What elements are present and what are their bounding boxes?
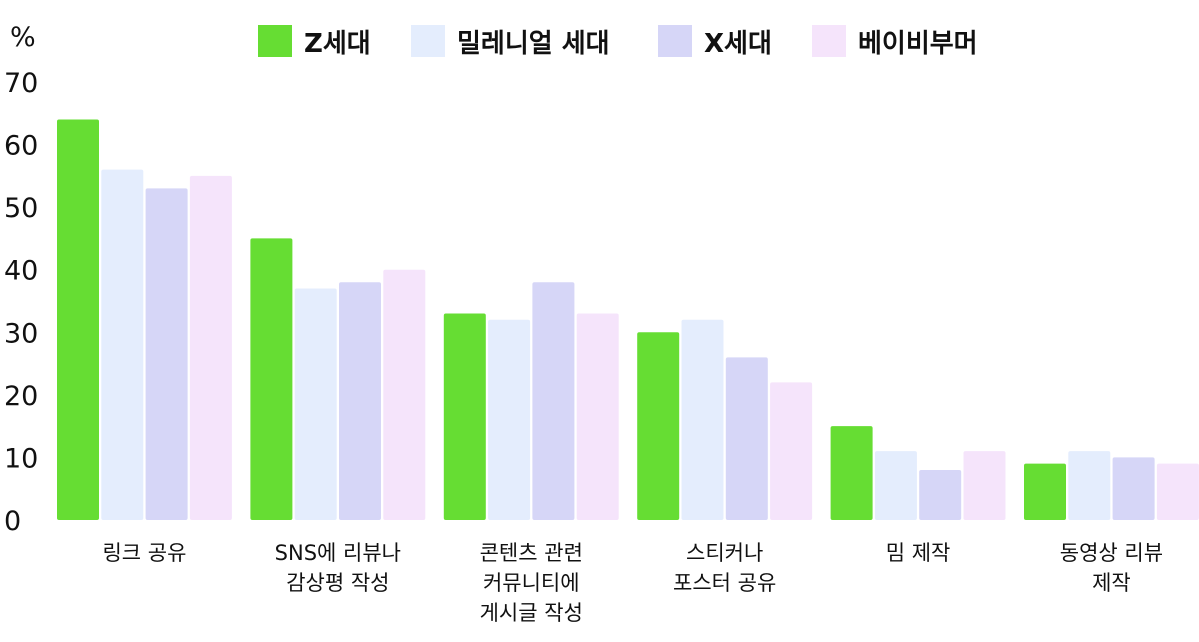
category-label: 콘텐츠 관련 커뮤니티에 게시글 작성	[479, 541, 583, 625]
bar	[830, 426, 873, 520]
category-label: 밈 제작	[885, 541, 951, 565]
bar	[339, 282, 381, 520]
y-axis-ticks: 0 10 20 30 40 50 60 70	[4, 68, 38, 537]
bar	[532, 282, 575, 520]
legend-item: Z세대	[258, 25, 371, 59]
legend-swatch	[411, 25, 445, 57]
legend-label: 베이비부머	[858, 29, 978, 59]
bar	[576, 313, 619, 520]
bar	[294, 288, 337, 520]
y-tick-label: 70	[4, 68, 38, 99]
bar	[874, 451, 917, 520]
y-tick-label: 30	[4, 318, 38, 349]
bar	[57, 119, 99, 521]
bar	[770, 382, 813, 520]
bar-group	[250, 238, 426, 520]
y-tick-label: 40	[4, 256, 38, 287]
legend-label: X세대	[704, 29, 772, 59]
bar	[145, 188, 188, 520]
bar	[725, 357, 768, 520]
legend-item: 베이비부머	[812, 25, 978, 59]
y-tick-label: 0	[4, 506, 21, 537]
bar	[919, 469, 962, 520]
category-label: 동영상 리뷰 제작	[1059, 541, 1164, 595]
legend-item: X세대	[658, 25, 772, 59]
bar	[250, 238, 293, 520]
bar	[443, 313, 486, 520]
y-tick-label: 10	[4, 443, 38, 474]
y-tick-label: 60	[4, 131, 38, 162]
category-label: 스티커나 포스터 공유	[673, 541, 777, 595]
bar	[1112, 457, 1155, 520]
legend: Z세대 밀레니얼 세대 X세대 베이비부머	[258, 25, 978, 59]
legend-swatch	[258, 25, 292, 57]
legend-item: 밀레니얼 세대	[411, 25, 610, 59]
bar	[637, 332, 680, 520]
legend-label: Z세대	[304, 29, 371, 59]
bar-group	[830, 426, 1006, 520]
bar	[963, 451, 1006, 520]
legend-swatch	[658, 25, 692, 57]
bar-group	[57, 119, 232, 521]
bar	[681, 319, 724, 520]
legend-label: 밀레니얼 세대	[457, 29, 610, 59]
legend-swatch	[812, 25, 846, 57]
category-label: SNS에 리뷰나 감상평 작성	[274, 541, 401, 595]
bar	[383, 269, 426, 520]
bar	[1156, 463, 1199, 520]
y-axis-unit-label: %	[10, 22, 36, 53]
y-tick-label: 50	[4, 193, 38, 224]
bars	[57, 119, 1199, 521]
bar	[1068, 451, 1111, 520]
bar-group	[1024, 451, 1199, 520]
bar-group	[443, 282, 619, 520]
bar	[101, 169, 144, 520]
y-tick-label: 20	[4, 381, 38, 412]
bar	[189, 175, 232, 520]
bar	[488, 319, 531, 520]
category-label: 링크 공유	[102, 541, 187, 565]
bar	[1024, 463, 1066, 520]
bar-group	[637, 319, 813, 520]
